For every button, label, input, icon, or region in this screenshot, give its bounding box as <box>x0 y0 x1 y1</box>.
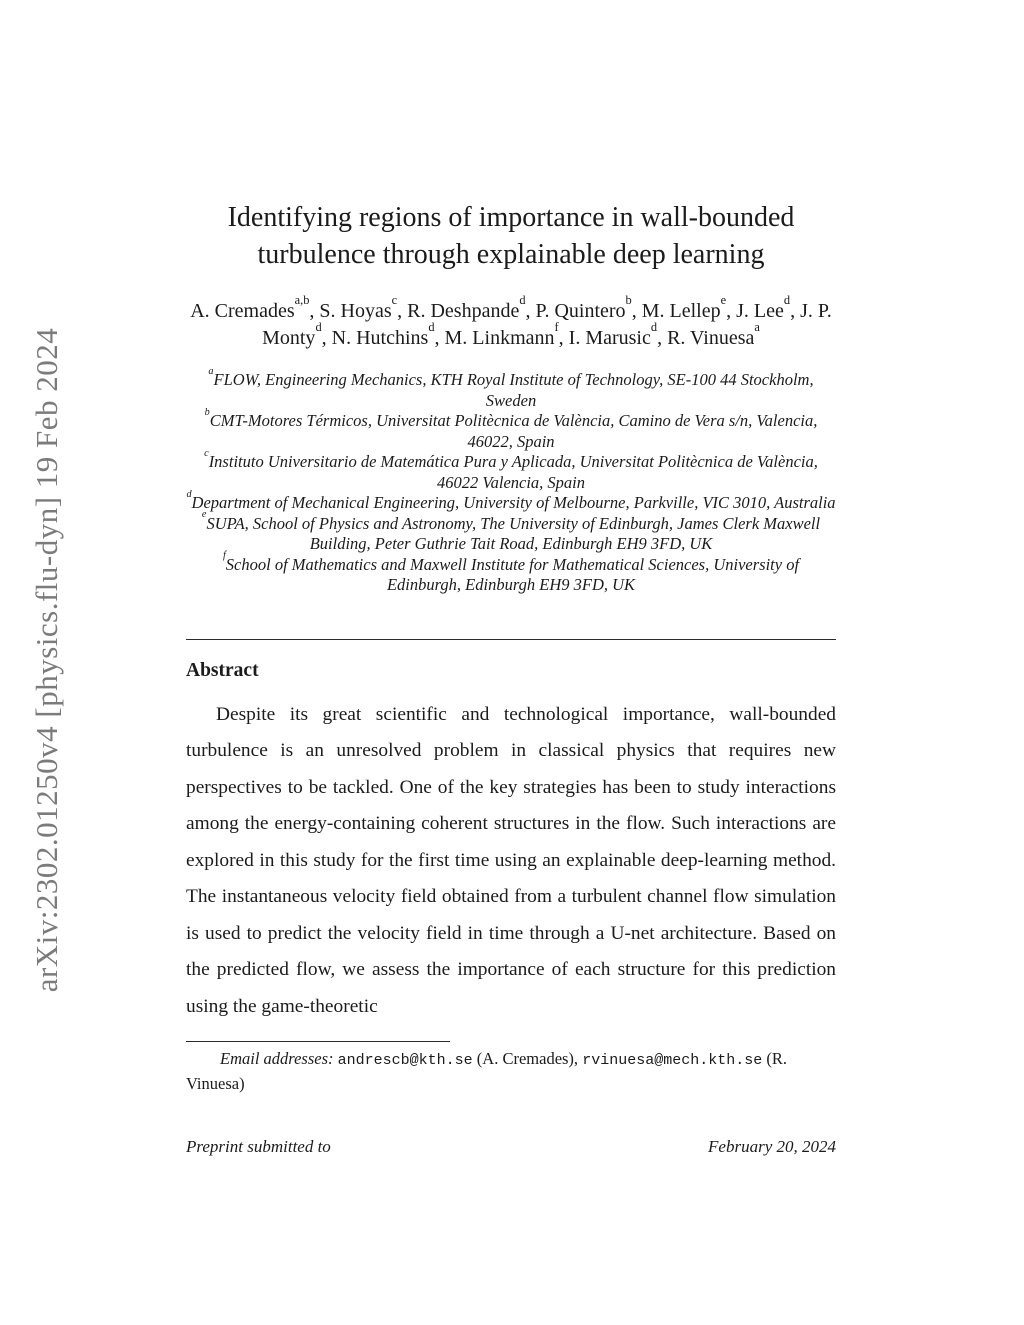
author-name: R. Vinuesaa <box>667 319 760 349</box>
author-name: M. Lellepe, <box>641 292 732 322</box>
author-name: S. Hoyasc, <box>319 292 403 322</box>
paper-title: Identifying regions of importance in wal… <box>186 199 836 273</box>
email-footnote: Email addresses: andrescb@kth.se (A. Cre… <box>186 1048 836 1095</box>
footer-date: February 20, 2024 <box>708 1137 836 1156</box>
author-name: R. Deshpanded, <box>407 292 531 322</box>
affiliation: bCMT-Motores Térmicos, Universitat Polit… <box>204 406 818 451</box>
affiliation: dDepartment of Mechanical Engineering, U… <box>186 488 836 512</box>
author-name: A. Cremadesa,b, <box>190 292 315 322</box>
footnote-text: (A. Cremades), <box>472 1049 583 1068</box>
affiliation-list: aFLOW, Engineering Mechanics, KTH Royal … <box>186 365 836 596</box>
abstract-text: Despite its great scientific and technol… <box>186 703 836 1017</box>
affiliation: eSUPA, School of Physics and Astronomy, … <box>201 509 821 553</box>
author-list: A. Cremadesa,b, S. Hoyasc, R. Deshpanded… <box>186 292 836 352</box>
author-name: J. Leed, <box>736 292 796 322</box>
author-name: M. Linkmannf, <box>444 319 564 349</box>
affiliation: cInstituto Universitario de Matemática P… <box>204 447 818 492</box>
paper-content: Identifying regions of importance in wal… <box>186 0 836 1157</box>
paper-title-line2: turbulence through explainable deep lear… <box>257 239 765 270</box>
affiliation: aFLOW, Engineering Mechanics, KTH Royal … <box>208 365 814 410</box>
author-name: P. Quinterob, <box>535 292 637 322</box>
footnote-rule <box>186 1041 450 1042</box>
arxiv-watermark: arXiv:2302.01250v4 [physics.flu-dyn] 19 … <box>29 327 64 993</box>
email-address: andrescb@kth.se <box>337 1052 473 1069</box>
affiliation: fSchool of Mathematics and Maxwell Insti… <box>222 550 800 594</box>
paper-title-line1: Identifying regions of importance in wal… <box>227 202 795 233</box>
author-name: J. P. Montyd, <box>262 300 832 349</box>
page-footer: Preprint submitted to February 20, 2024 <box>186 1137 836 1157</box>
author-name: I. Marusicd, <box>568 319 663 349</box>
author-name: N. Hutchinsd, <box>331 319 440 349</box>
email-address: rvinuesa@mech.kth.se <box>582 1052 763 1069</box>
footer-preprint-note: Preprint submitted to <box>186 1137 331 1156</box>
footnote-text: (R. Vinuesa) <box>186 1049 787 1093</box>
abstract-divider <box>186 638 836 640</box>
abstract-heading: Abstract <box>186 659 259 681</box>
footnote-text: Email addresses: <box>220 1049 338 1068</box>
